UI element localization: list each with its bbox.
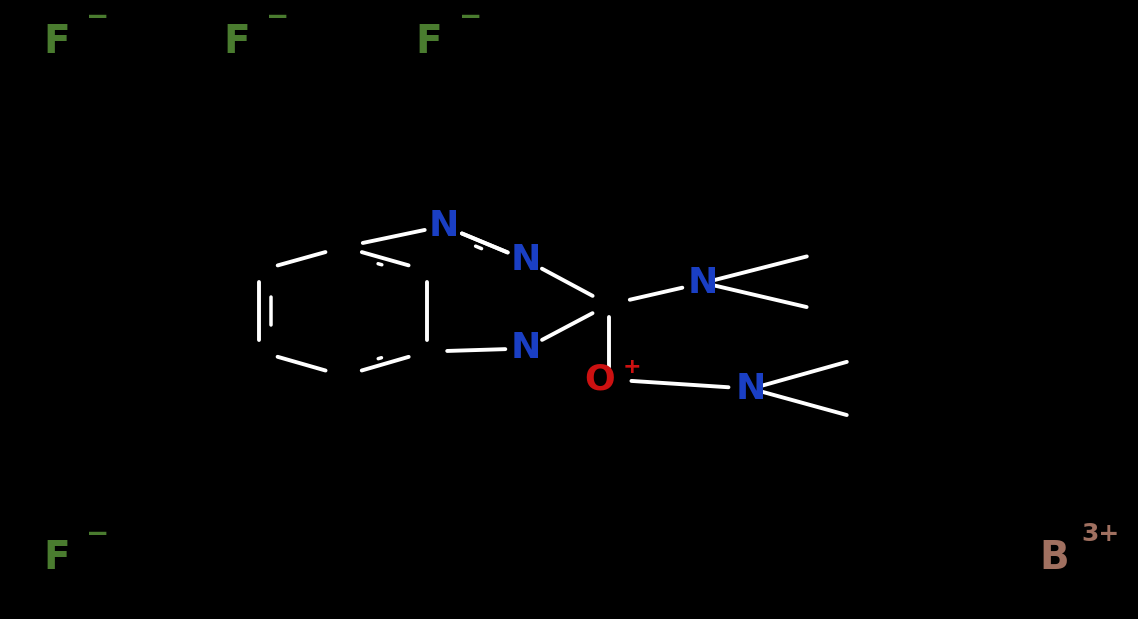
Text: F: F — [223, 23, 249, 61]
Text: +: + — [622, 357, 641, 377]
Text: −: − — [86, 519, 109, 548]
Text: N: N — [736, 372, 766, 405]
Text: F: F — [43, 23, 69, 61]
Text: N: N — [429, 209, 459, 243]
Text: −: − — [86, 3, 109, 32]
Text: −: − — [266, 3, 289, 32]
Text: N: N — [688, 266, 718, 300]
Text: O: O — [584, 363, 616, 396]
Text: −: − — [459, 3, 481, 32]
Text: N: N — [511, 332, 541, 365]
Text: 3+: 3+ — [1081, 522, 1120, 545]
Text: N: N — [511, 243, 541, 277]
Text: B: B — [1039, 539, 1069, 578]
Text: F: F — [43, 539, 69, 578]
Text: F: F — [415, 23, 442, 61]
